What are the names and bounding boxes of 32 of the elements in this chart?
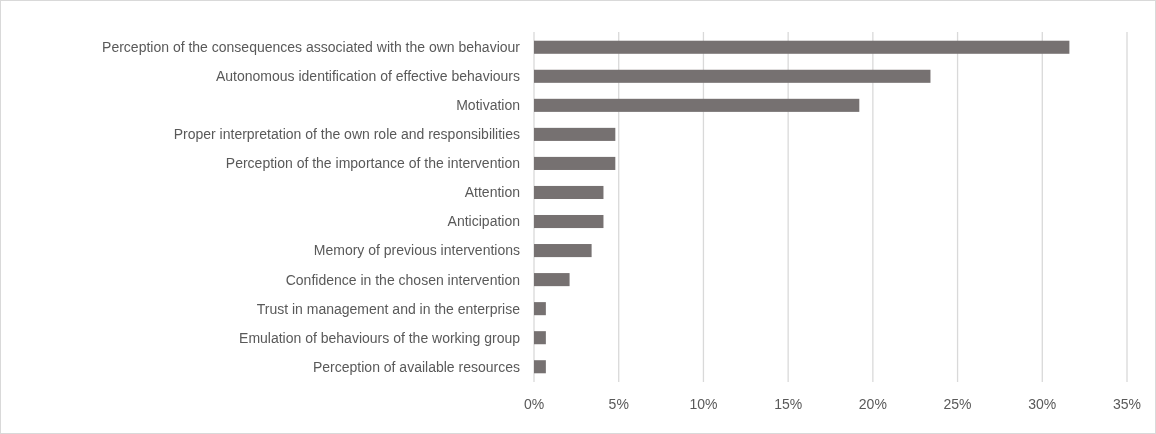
x-tick-label: 5% <box>608 396 629 412</box>
y-tick-label: Memory of previous interventions <box>313 242 520 259</box>
bar <box>534 185 604 200</box>
bar <box>534 360 546 374</box>
y-tick-label: Trust in management and in the enterprise <box>256 300 521 317</box>
y-tick-label: Anticipation <box>447 213 520 230</box>
x-tick-label: 15% <box>774 396 803 412</box>
bar <box>534 244 592 258</box>
y-tick-label: Attention <box>464 184 520 201</box>
y-tick-label: Autonomous identification of effective behaviours <box>215 68 520 85</box>
x-tick-label: 25% <box>943 396 972 412</box>
bar <box>534 98 860 112</box>
x-tick-label: 30% <box>1028 396 1057 412</box>
bar <box>534 40 1070 54</box>
bar <box>534 273 570 287</box>
y-tick-label: Emulation of behaviours of the working group <box>239 329 521 346</box>
bar <box>534 127 616 141</box>
x-tick-label: 0% <box>523 396 545 412</box>
x-tick-label: 20% <box>858 396 887 412</box>
bar <box>534 69 931 83</box>
y-tick-label: Perception of the consequences associated with the own behaviour <box>102 39 521 56</box>
bar <box>534 214 604 229</box>
x-tick-label: 35% <box>1112 396 1142 412</box>
y-tick-label: Perception of the importance of the intervention <box>225 155 520 172</box>
bar <box>534 302 546 316</box>
bar <box>534 331 546 345</box>
x-tick-label: 10% <box>689 396 718 412</box>
y-tick-label: Motivation <box>456 97 520 114</box>
bar <box>534 156 616 170</box>
y-tick-label: Confidence in the chosen intervention <box>285 271 520 288</box>
y-tick-label: Proper interpretation of the own role and responsibilities <box>173 126 520 143</box>
y-tick-label: Perception of available resources <box>312 358 520 375</box>
